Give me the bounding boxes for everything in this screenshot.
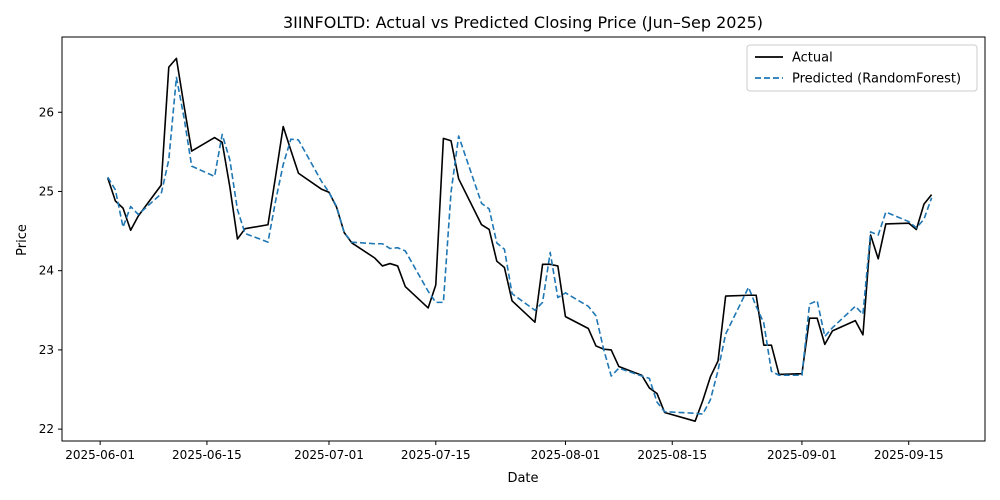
- y-axis-label: Price: [15, 224, 30, 256]
- y-tick-label: 26: [39, 105, 54, 119]
- y-axis: 22 23 24 25 26: [39, 105, 62, 436]
- chart-title: 3IINFOLTD: Actual vs Predicted Closing P…: [283, 13, 763, 32]
- y-tick-label: 24: [39, 264, 54, 278]
- x-axis-label: Date: [507, 471, 538, 486]
- x-tick-label: 2025-08-01: [531, 448, 601, 462]
- x-tick-label: 2025-09-01: [767, 448, 837, 462]
- series-layer: [107, 57, 933, 422]
- y-tick-label: 23: [39, 343, 54, 357]
- series-line-predicted: [107, 76, 933, 415]
- x-tick-label: 2025-07-15: [401, 448, 471, 462]
- x-tick-label: 2025-06-01: [65, 448, 135, 462]
- x-axis: 2025-06-01 2025-06-15 2025-07-01 2025-07-15…: [65, 441, 944, 462]
- x-tick-label: 2025-08-15: [637, 448, 707, 462]
- legend: Actual Predicted (RandomForest): [746, 44, 978, 92]
- y-tick-label: 25: [39, 184, 54, 198]
- plot-area: [62, 37, 985, 441]
- plot-frame: [61, 36, 986, 442]
- x-tick-label: 2025-09-15: [874, 448, 944, 462]
- y-tick-label: 22: [39, 422, 54, 436]
- x-tick-label: 2025-07-01: [294, 448, 364, 462]
- legend-label: Predicted (RandomForest): [792, 72, 961, 87]
- legend-label: Actual: [792, 51, 833, 66]
- legend-box: [746, 44, 978, 92]
- x-tick-label: 2025-06-15: [172, 448, 242, 462]
